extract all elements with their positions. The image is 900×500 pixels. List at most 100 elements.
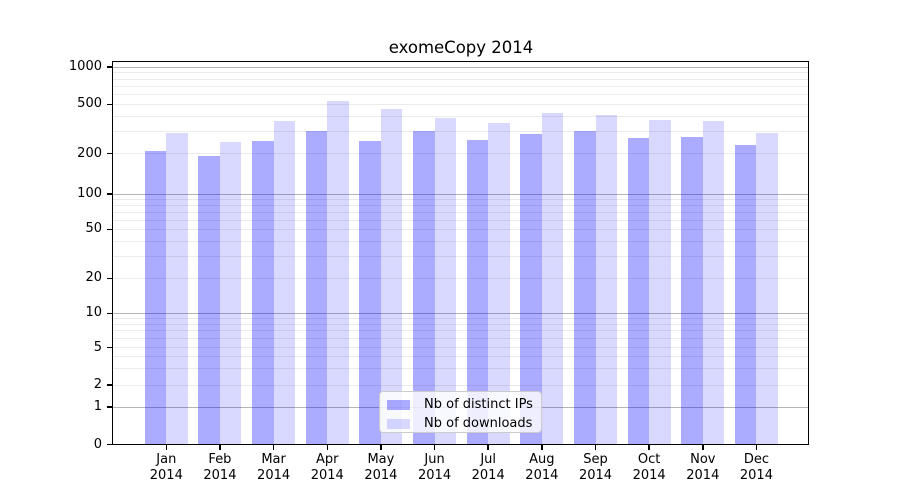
x-axis-tick <box>380 445 382 450</box>
y-axis-tick-label: 20 <box>85 270 102 286</box>
x-axis-tick <box>702 445 704 450</box>
minor-gridline <box>113 131 809 133</box>
legend-label-downloads: Nb of downloads <box>424 416 533 431</box>
y-axis-tick-label: 5 <box>93 339 102 355</box>
minor-gridline <box>113 367 809 369</box>
y-axis-tick <box>107 406 112 408</box>
y-axis-tick-label: 100 <box>77 186 102 201</box>
minor-gridline <box>113 228 809 230</box>
minor-gridline <box>113 256 809 258</box>
bar-downloads-feb <box>219 142 242 445</box>
x-axis-tick-label: Dec 2014 <box>739 452 773 483</box>
bar-distinct-ips-sep <box>574 130 596 445</box>
y-axis-tick <box>107 384 112 386</box>
x-axis-tick-label: Oct 2014 <box>632 452 666 483</box>
x-axis-tick <box>648 445 650 450</box>
x-axis-tick <box>433 445 436 450</box>
bar-distinct-ips-nov <box>681 136 703 445</box>
minor-gridline <box>113 356 809 358</box>
bar-downloads-sep <box>595 114 617 445</box>
legend-item-downloads: Nb of downloads <box>380 415 541 434</box>
x-axis-tick <box>487 445 489 450</box>
major-gridline <box>113 193 809 195</box>
minor-gridline <box>113 219 809 221</box>
x-axis-tick-label: Jun 2014 <box>418 452 452 483</box>
minor-gridline <box>113 103 809 105</box>
y-axis-tick-label: 500 <box>77 96 102 112</box>
y-axis-tick <box>107 443 112 446</box>
bar-downloads-apr <box>327 101 349 445</box>
x-axis-tick-label: Jul 2014 <box>471 452 505 483</box>
y-axis-tick <box>107 346 112 349</box>
x-axis-tick <box>755 445 758 450</box>
plot-border <box>112 61 809 445</box>
bar-downloads-oct <box>649 119 671 445</box>
bar-distinct-ips-mar <box>252 141 274 445</box>
y-axis-tick <box>107 103 112 106</box>
bar-distinct-ips-feb <box>198 156 220 445</box>
minor-gridline <box>113 317 809 319</box>
bar-distinct-ips-jan <box>144 150 167 445</box>
x-axis-tick <box>541 445 543 450</box>
y-axis-tick-label: 50 <box>85 221 102 237</box>
bar-downloads-dec <box>756 132 778 445</box>
y-axis-tick-label: 2 <box>93 377 102 392</box>
minor-gridline <box>113 85 809 87</box>
y-axis-tick <box>107 152 112 155</box>
x-axis-tick-label: Sep 2014 <box>578 452 613 483</box>
y-axis-tick <box>107 66 112 68</box>
minor-gridline <box>113 78 809 80</box>
x-axis-tick-label: Aug 2014 <box>525 452 559 483</box>
y-axis-tick-label: 10 <box>85 305 102 321</box>
bar-downloads-mar <box>273 120 296 445</box>
minor-gridline <box>113 277 809 279</box>
minor-gridline <box>113 72 809 74</box>
major-gridline <box>113 312 809 314</box>
chart-title: exomeCopy 2014 <box>388 38 534 57</box>
minor-gridline <box>113 115 809 117</box>
bar-distinct-ips-oct <box>627 137 650 445</box>
legend-label-distinct-ips: Nb of distinct IPs <box>424 397 533 412</box>
minor-gridline <box>113 204 809 206</box>
minor-gridline <box>113 198 809 200</box>
bar-downloads-nov <box>702 120 725 445</box>
bar-downloads-jan <box>166 132 188 445</box>
y-axis-tick <box>107 277 112 280</box>
bar-downloads-aug <box>541 112 564 445</box>
x-axis-tick <box>219 445 221 450</box>
minor-gridline <box>113 330 809 332</box>
y-axis-tick <box>107 312 112 315</box>
bar-downloads-jun <box>434 118 457 445</box>
minor-gridline <box>113 384 809 386</box>
x-axis-tick <box>165 445 168 450</box>
legend-item-distinct-ips: Nb of distinct IPs <box>380 396 541 415</box>
bar-distinct-ips-jun <box>413 130 435 445</box>
x-axis-tick-label: May 2014 <box>364 452 398 483</box>
x-axis-tick-label: Feb 2014 <box>203 452 237 483</box>
y-axis-tick <box>107 193 112 195</box>
x-axis-tick-label: Apr 2014 <box>310 452 344 483</box>
major-gridline <box>113 66 809 68</box>
legend-swatch-downloads <box>387 419 410 429</box>
x-axis-tick <box>326 445 328 450</box>
minor-gridline <box>113 211 809 213</box>
bar-distinct-ips-jul <box>466 139 489 445</box>
y-axis-tick <box>107 228 112 231</box>
bar-downloads-jul <box>488 123 510 445</box>
x-axis-tick-label: Mar 2014 <box>257 452 291 483</box>
legend-swatch-distinct-ips <box>387 400 410 410</box>
bar-distinct-ips-dec <box>734 145 757 445</box>
legend: Nb of distinct IPs Nb of downloads <box>379 391 542 433</box>
bar-distinct-ips-may <box>359 141 381 445</box>
minor-gridline <box>113 323 809 325</box>
minor-gridline <box>113 93 809 95</box>
y-axis-tick-label: 0 <box>93 436 102 452</box>
x-axis-tick-label: Nov 2014 <box>686 452 720 483</box>
x-axis-tick <box>272 445 275 450</box>
x-axis-tick <box>594 445 597 450</box>
y-axis-tick-label: 200 <box>77 145 102 161</box>
minor-gridline <box>113 347 809 348</box>
minor-gridline <box>113 338 809 339</box>
y-axis-tick-label: 1 <box>93 399 102 414</box>
